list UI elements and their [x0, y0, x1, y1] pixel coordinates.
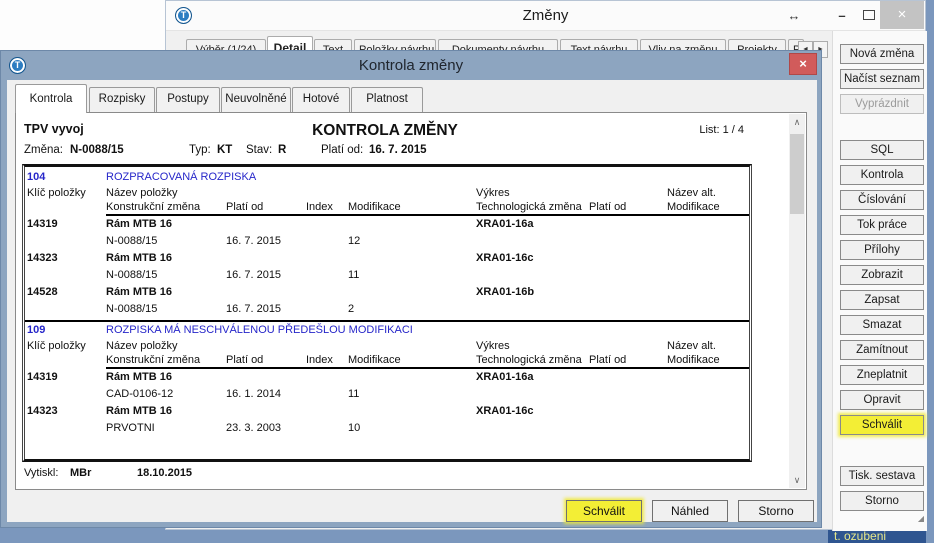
desktop-strip-bottom: [0, 528, 934, 543]
dialog-body: Kontrola Rozpisky Postupy Neuvolněné Hot…: [7, 80, 817, 522]
window-close-button[interactable]: ×: [880, 1, 924, 29]
report-table: 104 ROZPRACOVANÁ ROZPISKA Klíč položky N…: [22, 164, 752, 462]
type-value: KT: [217, 144, 233, 156]
report-content-area: KONTROLA ZMĚNY TPV vyvoj List: 1 / 4 Změ…: [15, 112, 807, 490]
table-subrow: PRVOTNI 23. 3. 2003 10: [106, 422, 361, 434]
tisk-sestava-button[interactable]: Tisk. sestava: [840, 466, 924, 486]
window-zmeny-titlebar: T Změny ↔ – ×: [166, 1, 925, 31]
dialog-tab-rozpisky[interactable]: Rozpisky: [89, 87, 155, 112]
header-underline: [106, 367, 749, 369]
zobrazit-button[interactable]: Zobrazit: [840, 265, 924, 285]
zapsat-button[interactable]: Zapsat: [840, 290, 924, 310]
column-header-row: Konstrukční změna Platí od Index Modifik…: [106, 354, 720, 366]
section-separator: [25, 320, 749, 322]
dialog-tab-postupy[interactable]: Postupy: [156, 87, 220, 112]
vyprazdnit-button: Vyprázdnit: [840, 94, 924, 114]
report-app-name: TPV vyvoj: [24, 122, 84, 136]
tok-prace-button[interactable]: Tok práce: [840, 215, 924, 235]
dialog-tab-hotove[interactable]: Hotové: [292, 87, 350, 112]
table-subrow: CAD-0106-12 16. 1. 2014 11: [106, 388, 360, 400]
change-value: N-0088/15: [70, 144, 124, 156]
type-label: Typ:: [189, 144, 211, 156]
section-heading: 109 ROZPISKA MÁ NESCHVÁLENOU PŘEDEŠLOU M…: [27, 324, 413, 336]
printed-by-label: Vytiskl:: [24, 467, 59, 479]
column-header-row: Konstrukční změna Platí od Index Modifik…: [106, 201, 720, 213]
dialog-title: Kontrola změny: [358, 57, 464, 74]
vertical-scrollbar[interactable]: ∧ ∨: [789, 114, 805, 488]
resize-grip-icon[interactable]: ◢: [917, 514, 924, 523]
prilohy-button[interactable]: Přílohy: [840, 240, 924, 260]
section-heading: 104 ROZPRACOVANÁ ROZPISKA: [27, 171, 257, 183]
desktop-strip-right: [926, 0, 934, 543]
printed-by-user: MBr: [70, 467, 92, 479]
header-underline: [106, 214, 749, 216]
table-row: 14319 Rám MTB 16 XRA01-16a: [27, 371, 534, 383]
dialog-close-button[interactable]: ×: [789, 53, 817, 75]
window-title: Změny: [522, 7, 569, 24]
smazat-button[interactable]: Smazat: [840, 315, 924, 335]
table-subrow: N-0088/15 16. 7. 2015 11: [106, 269, 360, 281]
report: KONTROLA ZMĚNY TPV vyvoj List: 1 / 4 Změ…: [22, 115, 758, 487]
dialog-titlebar: T Kontrola změny ×: [0, 50, 822, 80]
scroll-down-icon[interactable]: ∨: [793, 475, 801, 485]
dialog-logo-icon: T: [9, 57, 26, 74]
table-row: 14323 Rám MTB 16 XRA01-16c: [27, 252, 534, 264]
nahled-button[interactable]: Náhled: [652, 500, 728, 522]
valid-from-value: 16. 7. 2015: [369, 144, 427, 156]
schvalit-button[interactable]: Schválit: [566, 500, 642, 522]
valid-from-label: Platí od:: [321, 144, 364, 156]
table-row: 14323 Rám MTB 16 XRA01-16c: [27, 405, 534, 417]
table-row: 14528 Rám MTB 16 XRA01-16b: [27, 286, 535, 298]
kontrola-button[interactable]: Kontrola: [840, 165, 924, 185]
zamitnout-button[interactable]: Zamítnout: [840, 340, 924, 360]
dialog-tab-neuvolnene[interactable]: Neuvolněné: [221, 87, 291, 112]
sql-button[interactable]: SQL: [840, 140, 924, 160]
zneplatnit-button[interactable]: Zneplatnit: [840, 365, 924, 385]
dialog-tab-platnost[interactable]: Platnost: [351, 87, 423, 112]
taskbar-partial-item[interactable]: t. ozubeni: [828, 530, 926, 543]
state-value: R: [278, 144, 287, 156]
minimize-button[interactable]: –: [838, 8, 846, 23]
storno-sidebar-button[interactable]: Storno: [840, 491, 924, 511]
sidebar-panel: Nová změna Načíst seznam Vyprázdnit SQL …: [832, 31, 927, 531]
state-label: Stav:: [246, 144, 273, 156]
opravit-button[interactable]: Opravit: [840, 390, 924, 410]
dialog-tab-kontrola[interactable]: Kontrola: [15, 84, 87, 113]
storno-button[interactable]: Storno: [738, 500, 814, 522]
column-header-row: Klíč položky Název položky Výkres Název …: [27, 340, 716, 352]
cislovani-button[interactable]: Číslování: [840, 190, 924, 210]
table-subrow: N-0088/15 16. 7. 2015 12: [106, 235, 361, 247]
maximize-button[interactable]: [863, 10, 875, 20]
table-subrow: N-0088/15 16. 7. 2015 2: [106, 303, 355, 315]
change-label: Změna:: [24, 144, 63, 156]
report-footer: Vytiskl: MBr 18.10.2015: [22, 467, 748, 483]
report-meta-row: Změna: N-0088/15 Typ: KT Stav: R Platí o…: [22, 144, 748, 160]
scroll-up-icon[interactable]: ∧: [793, 117, 801, 127]
printed-date: 18.10.2015: [137, 467, 193, 479]
report-title: KONTROLA ZMĚNY: [312, 122, 458, 139]
dialog-frame: Kontrola Rozpisky Postupy Neuvolněné Hot…: [0, 80, 822, 528]
resize-arrows-icon: ↔: [787, 8, 801, 23]
table-row: 14319 Rám MTB 16 XRA01-16a: [27, 218, 534, 230]
report-sheet-number: List: 1 / 4: [699, 124, 744, 136]
nova-zmena-button[interactable]: Nová změna: [840, 44, 924, 64]
column-header-row: Klíč položky Název položky Výkres Název …: [27, 187, 716, 199]
app-logo-icon: T: [175, 7, 192, 24]
dialog-kontrola-zmeny: T Kontrola změny × Kontrola Rozpisky Pos…: [0, 50, 822, 528]
scrollbar-thumb[interactable]: [790, 134, 804, 214]
nacist-seznam-button[interactable]: Načíst seznam: [840, 69, 924, 89]
schvalit-sidebar-button[interactable]: Schválit: [840, 415, 924, 435]
